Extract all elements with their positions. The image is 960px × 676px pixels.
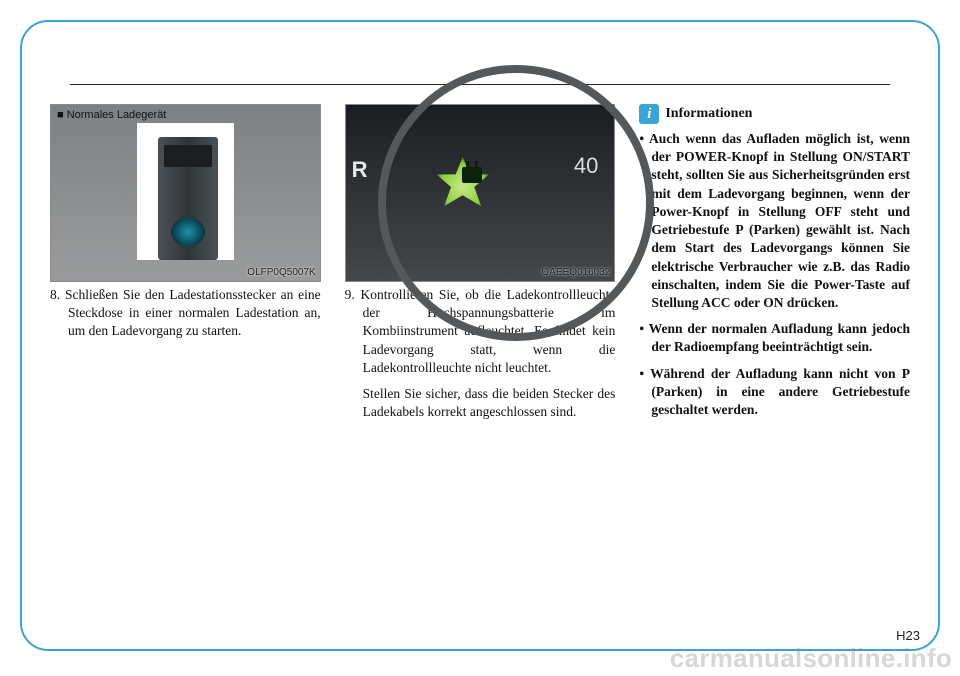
- bullet-1: • Auch wenn das Aufladen möglich ist, we…: [639, 130, 910, 312]
- bullet-2: • Wenn der normalen Aufladung kann jedoc…: [639, 320, 910, 356]
- column-3: i Informationen • Auch wenn das Aufladen…: [639, 104, 910, 430]
- gauge-arc: [378, 65, 654, 341]
- figure-charger: ■ Normales Ladegerät OLFP0Q5007K: [50, 104, 321, 282]
- figure-dashboard: R 40 OAEEQ016032: [345, 104, 616, 282]
- charger-body: [158, 137, 217, 260]
- figure-code: OLFP0Q5007K: [247, 266, 315, 280]
- step-9-num: 9.: [345, 287, 355, 302]
- figure-caption: ■ Normales Ladegerät: [57, 108, 166, 123]
- charger-display: [164, 145, 211, 167]
- gauge-r-letter: R: [352, 155, 368, 185]
- info-icon: i: [639, 104, 659, 124]
- info-bullets: • Auch wenn das Aufladen möglich ist, we…: [639, 130, 910, 419]
- step-8-num: 8.: [50, 287, 60, 302]
- step-8: 8. Schließen Sie den Ladestationsstecker…: [50, 286, 321, 341]
- plug-icon: [462, 167, 482, 183]
- bullet-3: • Während der Aufladung kann nicht von P…: [639, 365, 910, 420]
- charger-socket: [171, 218, 204, 246]
- gauge-tick-40: 40: [574, 151, 598, 181]
- page-number: H23: [896, 628, 920, 643]
- step-8-text: 8. Schließen Sie den Ladestationsstecker…: [50, 286, 321, 341]
- step-9-continuation: Stellen Sie sicher, dass die beiden Stec…: [345, 385, 616, 421]
- figure-code-2: OAEEQ016032: [541, 266, 610, 280]
- info-title: Informationen: [665, 105, 752, 124]
- column-2: R 40 OAEEQ016032 9. Kontrollieren Sie, o…: [345, 104, 616, 430]
- page-frame: ■ Normales Ladegerät OLFP0Q5007K 8. Schl…: [20, 20, 940, 651]
- columns: ■ Normales Ladegerät OLFP0Q5007K 8. Schl…: [50, 104, 910, 430]
- info-header: i Informationen: [639, 104, 910, 124]
- step-8-body: Schließen Sie den Ladestationsstecker an…: [65, 287, 321, 338]
- column-1: ■ Normales Ladegerät OLFP0Q5007K 8. Schl…: [50, 104, 321, 430]
